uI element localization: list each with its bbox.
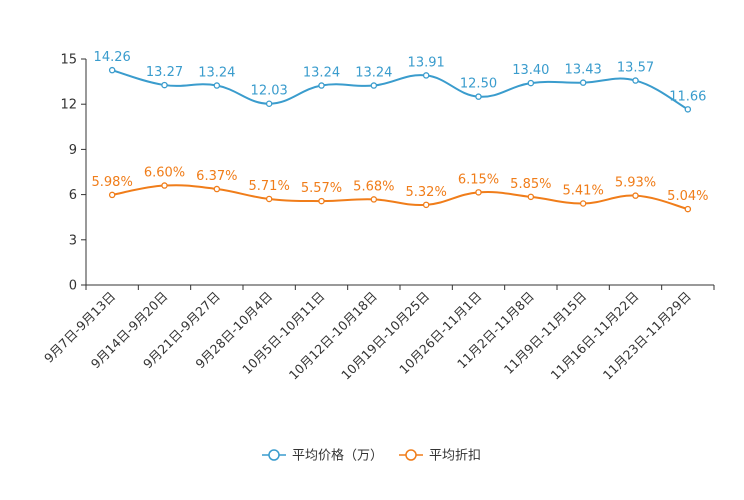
y-tick-label: 0 xyxy=(69,279,77,294)
data-point xyxy=(213,82,221,89)
data-point xyxy=(161,182,168,189)
x-tick-label: 11月23日-11月29日 xyxy=(600,289,694,383)
data-label: 13.24 xyxy=(303,66,340,81)
data-point xyxy=(265,100,273,107)
data-label: 13.24 xyxy=(198,66,235,81)
data-point xyxy=(475,93,482,100)
data-point xyxy=(579,79,587,86)
data-point xyxy=(527,193,535,201)
data-label: 5.41% xyxy=(563,183,604,198)
data-point xyxy=(318,82,325,89)
data-point xyxy=(632,192,639,199)
legend-label-1: 平均价格（万） xyxy=(292,448,383,464)
data-label: 5.68% xyxy=(353,179,394,194)
legend-marker-2 xyxy=(405,449,417,461)
data-label: 12.03 xyxy=(251,84,288,99)
data-label: 11.66 xyxy=(669,89,706,104)
data-label: 5.93% xyxy=(615,176,656,191)
y-tick-label: 9 xyxy=(69,143,77,158)
data-point xyxy=(475,189,482,196)
data-label: 5.71% xyxy=(249,179,290,194)
data-point xyxy=(527,79,535,87)
data-label: 5.85% xyxy=(510,177,551,192)
data-point xyxy=(422,201,430,209)
y-tick-label: 3 xyxy=(69,233,77,248)
x-tick-label: 11月16日-11月22日 xyxy=(547,289,641,383)
data-label: 13.40 xyxy=(512,63,549,78)
data-label: 13.91 xyxy=(408,55,445,70)
data-point xyxy=(213,185,221,193)
data-label: 13.24 xyxy=(355,66,392,81)
data-label: 13.27 xyxy=(146,65,183,80)
data-point xyxy=(684,106,692,113)
data-point xyxy=(108,191,116,199)
data-label: 5.32% xyxy=(406,185,447,200)
legend-label-2: 平均折扣 xyxy=(429,449,481,464)
data-point xyxy=(632,77,639,84)
y-tick-label: 15 xyxy=(60,53,77,68)
data-label: 5.98% xyxy=(92,175,133,190)
data-label: 6.60% xyxy=(144,166,185,181)
data-label: 12.50 xyxy=(460,77,497,92)
data-point xyxy=(265,195,273,203)
data-point xyxy=(318,197,325,205)
data-label: 14.26 xyxy=(94,50,131,65)
data-point xyxy=(579,200,587,207)
data-point xyxy=(370,196,378,203)
y-tick-label: 6 xyxy=(69,188,77,203)
data-point xyxy=(684,205,692,213)
data-point xyxy=(422,72,430,79)
data-point xyxy=(108,66,116,74)
data-label: 6.37% xyxy=(196,169,237,184)
series-line-1 xyxy=(111,69,689,111)
data-label: 13.43 xyxy=(565,63,602,78)
data-label: 6.15% xyxy=(458,172,499,187)
x-tick-label: 10月12日-10月18日 xyxy=(286,289,380,383)
data-point xyxy=(161,81,168,89)
y-tick-label: 12 xyxy=(60,98,77,113)
data-label: 13.57 xyxy=(617,61,654,76)
data-label: 5.57% xyxy=(301,181,342,196)
data-point xyxy=(370,82,378,89)
series-line-2 xyxy=(111,184,689,211)
legend-marker-1 xyxy=(268,449,280,461)
data-label: 5.04% xyxy=(667,189,708,204)
x-tick-label: 10月19日-10月25日 xyxy=(338,289,432,383)
